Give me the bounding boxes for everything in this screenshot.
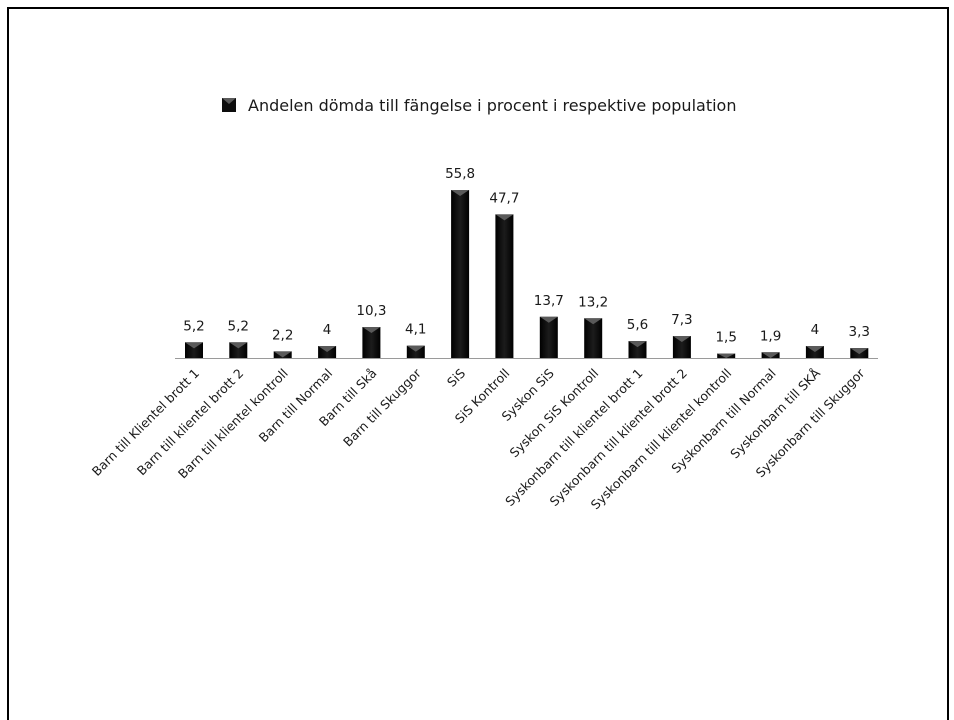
bar	[229, 342, 248, 358]
bar	[362, 327, 381, 358]
data-label: 55,8	[445, 166, 475, 182]
bar	[406, 345, 425, 358]
data-label: 13,2	[578, 294, 608, 310]
bar-bevel	[362, 326, 381, 333]
data-label: 10,3	[356, 303, 386, 319]
bar-bevel	[229, 342, 248, 349]
legend-label: Andelen dömda till fängelse i procent i …	[248, 96, 736, 115]
bar	[185, 342, 203, 358]
bar-bevel	[717, 353, 736, 358]
data-label: 5,2	[228, 318, 249, 334]
bar-bevel	[539, 316, 558, 323]
legend: Andelen dömda till fängelse i procent i …	[222, 96, 736, 115]
data-label: 13,7	[534, 293, 564, 309]
bar	[539, 316, 558, 358]
x-tick-label: SiS	[444, 365, 468, 389]
data-label: 7,3	[671, 312, 692, 328]
bar	[672, 336, 691, 358]
bar-bevel	[850, 348, 869, 355]
bar-bevel	[406, 345, 425, 352]
data-label: 1,9	[760, 328, 781, 344]
x-tick-label: Barn till Skuggor	[340, 365, 425, 450]
bar-bevel	[805, 345, 824, 352]
data-label: 5,6	[627, 317, 648, 333]
bar	[318, 346, 337, 358]
data-label: 4	[811, 322, 820, 338]
data-label: 1,5	[715, 330, 736, 346]
data-label: 3,3	[849, 324, 870, 340]
bar	[628, 341, 647, 358]
bar-bevel	[495, 214, 514, 221]
bars-group	[185, 190, 869, 358]
data-label: 47,7	[489, 190, 519, 206]
bar-bevel	[273, 351, 292, 358]
legend-swatch-bevel-icon	[222, 98, 236, 104]
bar	[805, 346, 824, 358]
bar-bevel	[628, 341, 647, 348]
value-labels-group: 5,2 5,2 2,2 4 10,3 4,1 55,8 47,7 13,7 13,2 5,6 7,3 1…	[183, 166, 870, 346]
bar-bevel	[584, 318, 603, 325]
bar-bevel	[185, 342, 203, 349]
bar	[495, 214, 514, 358]
data-label: 2,2	[272, 327, 293, 343]
chart-frame	[7, 7, 949, 720]
data-label: 4	[323, 322, 332, 338]
bar-bevel	[451, 190, 470, 196]
bar-bevel	[761, 352, 780, 358]
bar-bevel	[672, 336, 691, 343]
bar-bevel	[318, 345, 337, 352]
bar	[584, 318, 603, 358]
legend-swatch	[222, 98, 236, 112]
data-label: 4,1	[405, 322, 426, 338]
bar	[451, 190, 470, 358]
data-label: 5,2	[183, 318, 204, 334]
